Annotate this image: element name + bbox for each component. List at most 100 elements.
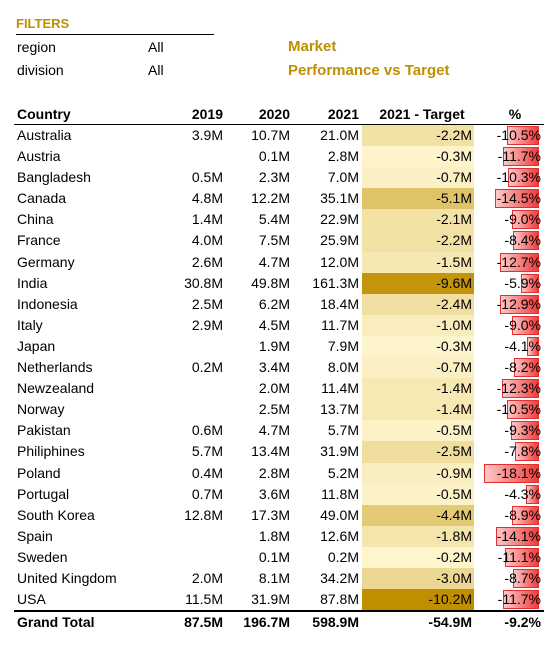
filters-title: FILTERS <box>16 16 214 35</box>
pct-data-bar <box>527 336 539 356</box>
pct-data-bar <box>521 273 539 293</box>
total-label: Grand Total <box>17 614 95 631</box>
cell-2021: 12.0M <box>320 253 359 270</box>
cell-pct: -12.7% <box>484 252 541 273</box>
cell-pct: -9.3% <box>484 420 541 441</box>
cell-2020: 2.8M <box>258 464 290 481</box>
cell-2019: 3.9M <box>191 127 223 143</box>
cell-target: -0.3M <box>362 335 474 358</box>
cell-2019: 0.6M <box>191 422 223 439</box>
cell-country: Bangladesh <box>17 169 91 186</box>
pivot-table: Country 2019 2020 2021 2021 - Target % A… <box>14 105 544 633</box>
pct-text: -11.7% <box>497 148 541 165</box>
cell-2019: 0.5M <box>191 169 223 186</box>
cell-target: -1.8M <box>362 525 474 547</box>
cell-2020: 2.5M <box>258 401 290 418</box>
table-row: Austria 0.1M 2.8M -0.3M -11.7% <box>14 146 544 168</box>
cell-pct: -5.9% <box>484 273 541 294</box>
cell-country: Poland <box>17 464 61 481</box>
cell-country: Spain <box>17 527 53 544</box>
cell-2019: 2.6M <box>191 253 223 270</box>
filters-panel: FILTERS region All division All <box>16 16 214 81</box>
cell-2019: 0.7M <box>191 485 223 502</box>
cell-country: Italy <box>17 316 43 333</box>
cell-2021: 12.6M <box>320 527 359 544</box>
cell-2021: 87.8M <box>320 591 359 608</box>
pct-data-bar <box>503 590 539 610</box>
cell-target: -0.3M <box>362 146 474 168</box>
table-row: Indonesia 2.5M 6.2M 18.4M -2.4M -12.9% <box>14 293 544 315</box>
cell-pct: -10.5% <box>484 399 541 420</box>
filter-label: division <box>17 62 64 78</box>
total-2020: 196.7M <box>243 614 290 631</box>
pct-data-bar <box>514 358 539 378</box>
pct-data-bar <box>512 315 539 335</box>
report-subtitle: Performance vs Target <box>288 62 450 79</box>
cell-pct: -7.8% <box>484 441 541 462</box>
filter-region[interactable]: region All <box>16 35 214 58</box>
table-row: Italy 2.9M 4.5M 11.7M -1.0M -9.0% <box>14 314 544 336</box>
header-country[interactable]: Country <box>17 106 71 122</box>
cell-2019: 11.5M <box>185 591 223 608</box>
filter-label: region <box>17 39 56 55</box>
cell-2021: 13.7M <box>320 401 359 418</box>
cell-target: -2.1M <box>362 209 474 231</box>
pct-text: -14.5% <box>496 190 541 207</box>
cell-2020: 1.8M <box>258 527 290 544</box>
pct-text: -11.7% <box>497 591 541 608</box>
pct-text: -10.5% <box>496 127 541 143</box>
pct-text: -8.4% <box>504 232 541 249</box>
cell-2021: 34.2M <box>320 569 359 586</box>
grand-total-row: Grand Total 87.5M 196.7M 598.9M -54.9M -… <box>14 610 544 633</box>
cell-2021: 0.2M <box>327 548 359 565</box>
table-header: Country 2019 2020 2021 2021 - Target % <box>14 105 544 125</box>
cell-target: -9.6M <box>362 272 474 294</box>
table-row: Poland 0.4M 2.8M 5.2M -0.9M -18.1% <box>14 462 544 484</box>
pct-text: -8.7% <box>504 569 541 586</box>
cell-2021: 5.2M <box>327 464 359 481</box>
cell-2021: 7.0M <box>327 169 359 186</box>
cell-pct: -9.0% <box>484 209 541 230</box>
table-row: Sweden 0.1M 0.2M -0.2M -11.1% <box>14 546 544 568</box>
cell-pct: -4.1% <box>484 336 541 357</box>
header-2019[interactable]: 2019 <box>191 106 223 122</box>
cell-2021: 35.1M <box>320 190 359 207</box>
cell-2020: 4.5M <box>258 316 290 333</box>
filter-value[interactable]: All <box>148 62 164 78</box>
pct-text: -12.7% <box>496 253 541 270</box>
pct-data-bar <box>512 505 539 525</box>
cell-pct: -8.9% <box>484 505 541 526</box>
cell-pct: -9.0% <box>484 315 541 336</box>
table-row: Norway 2.5M 13.7M -1.4M -10.5% <box>14 399 544 421</box>
filter-value[interactable]: All <box>148 39 164 55</box>
header-2020[interactable]: 2020 <box>258 106 290 122</box>
cell-pct: -11.7% <box>484 589 541 610</box>
header-2021[interactable]: 2021 <box>327 106 359 122</box>
pct-data-bar <box>513 568 539 588</box>
pct-data-bar <box>500 294 539 314</box>
header-pct[interactable]: % <box>508 106 522 122</box>
cell-2019: 2.5M <box>191 295 223 312</box>
cell-2019: 2.0M <box>191 569 223 586</box>
pct-text: -10.3% <box>496 169 541 186</box>
cell-2020: 6.2M <box>258 295 290 312</box>
cell-target: -2.4M <box>362 293 474 315</box>
table-row: China 1.4M 5.4M 22.9M -2.1M -9.0% <box>14 209 544 231</box>
cell-2021: 11.4M <box>321 380 359 397</box>
cell-target: -1.4M <box>362 378 474 400</box>
cell-target: -5.1M <box>362 188 474 210</box>
cell-target: -0.5M <box>362 420 474 442</box>
pct-text: -4.3% <box>504 485 541 502</box>
cell-pct: -8.2% <box>484 357 541 378</box>
cell-2019: 4.8M <box>191 190 223 207</box>
header-target[interactable]: 2021 - Target <box>379 106 465 122</box>
filter-division[interactable]: division All <box>16 58 214 81</box>
cell-2019: 2.9M <box>191 316 223 333</box>
cell-pct: -12.3% <box>484 378 541 399</box>
pct-data-bar <box>507 400 539 420</box>
cell-target: -2.2M <box>362 230 474 252</box>
pct-text: -5.9% <box>504 274 541 291</box>
cell-2020: 7.5M <box>258 232 290 249</box>
cell-country: Portugal <box>17 485 70 502</box>
cell-pct: -11.1% <box>484 547 541 568</box>
